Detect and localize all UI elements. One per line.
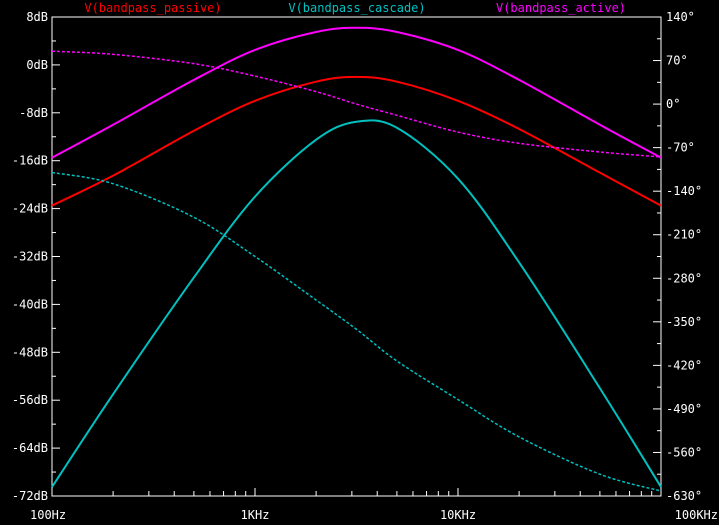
x-tick-label: 1KHz <box>241 508 270 522</box>
y-right-tick-label: -350° <box>666 315 702 329</box>
magnitude-curve-v-bandpass-passive <box>51 75 662 207</box>
legend-entry-v-bandpass-active: V(bandpass_active) <box>496 1 626 15</box>
y-left-tick-label: -56dB <box>12 393 48 407</box>
y-left-tick-label: -48dB <box>12 345 48 359</box>
y-right-tick-label: -420° <box>666 358 702 372</box>
phase-curve-v-bandpass-active <box>51 50 662 158</box>
plot-frame <box>51 16 662 497</box>
magnitude-curve-v-bandpass-active <box>51 26 662 159</box>
tick-labels: 8dB 0dB -8dB -16dB -24dB -32dB -40dB -48dB -56dB… <box>12 10 718 522</box>
y-right-tick-label: 0° <box>666 97 680 111</box>
y-left-tick-label: 0dB <box>26 58 48 72</box>
phase-curve-v-bandpass-cascade <box>51 171 662 492</box>
y-left-tick-label: -8dB <box>19 106 48 120</box>
y-left-tick-label: -32dB <box>12 250 48 264</box>
y-left-tick-label: -24dB <box>12 202 48 216</box>
y-right-tick-label: 140° <box>666 10 695 24</box>
legend: V(bandpass_passive) V(bandpass_cascade) V(… <box>84 1 626 15</box>
y-right-tick-label: -630° <box>666 489 702 503</box>
x-tick-label: 100Hz <box>30 508 66 522</box>
y-right-tick-label: -140° <box>666 184 702 198</box>
y-right-tick-label: -280° <box>666 271 702 285</box>
curve-layer <box>51 26 662 492</box>
y-right-tick-label: -560° <box>666 445 702 459</box>
y-left-tick-label: -16dB <box>12 154 48 168</box>
x-tick-label: 100KHz <box>675 508 718 522</box>
y-right-tick-label: -490° <box>666 402 702 416</box>
y-right-tick-label: -210° <box>666 228 702 242</box>
legend-entry-v-bandpass-passive: V(bandpass_passive) <box>84 1 221 15</box>
y-right-tick-label: -70° <box>666 141 695 155</box>
y-left-tick-label: 8dB <box>26 10 48 24</box>
y-left-tick-label: -64dB <box>12 441 48 455</box>
magnitude-curve-v-bandpass-cascade <box>51 119 662 488</box>
y-right-tick-label: 70° <box>666 54 688 68</box>
x-tick-label: 10KHz <box>440 508 476 522</box>
y-left-tick-label: -40dB <box>12 297 48 311</box>
legend-entry-v-bandpass-cascade: V(bandpass_cascade) <box>288 1 425 15</box>
y-left-tick-label: -72dB <box>12 489 48 503</box>
